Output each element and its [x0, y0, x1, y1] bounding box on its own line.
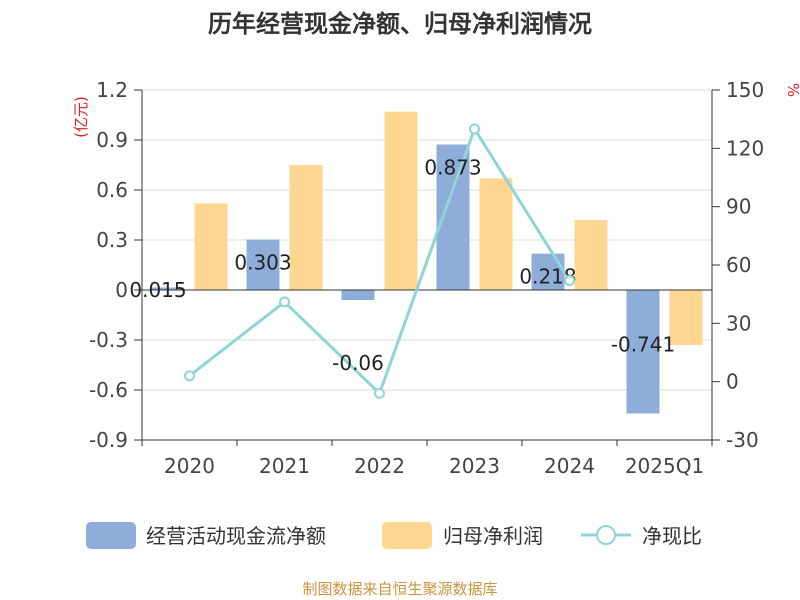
y-right-tick-label: 60 — [726, 253, 751, 277]
legend-swatch-net-profit — [382, 522, 432, 549]
y-left-tick-label: 1.2 — [96, 78, 128, 102]
x-tick-label: 2022 — [354, 454, 405, 478]
ratio-point — [279, 296, 290, 308]
x-tick-label: 2021 — [259, 454, 310, 478]
y-left-tick-label: 0.3 — [96, 228, 128, 252]
y-left-tick-label: 0 — [115, 278, 128, 302]
data-label-cash-flow: 0.873 — [424, 156, 481, 180]
bar-cash-flow — [626, 290, 660, 414]
y-left-tick-label: -0.3 — [89, 328, 128, 352]
legend-label-net-profit: 归母净利润 — [443, 524, 543, 548]
bar-cash-flow — [151, 287, 185, 290]
chart-title: 历年经营现金净额、归母净利润情况 — [208, 10, 592, 38]
bar-net-profit — [669, 290, 703, 345]
data-label-cash-flow: 0.015 — [129, 278, 186, 302]
y-right-unit: % — [784, 83, 800, 97]
y-left-tick-label: 0.9 — [96, 128, 128, 152]
x-tick-label: 2020 — [164, 454, 215, 478]
bar-net-profit — [384, 111, 418, 291]
x-tick-label: 2024 — [544, 454, 595, 478]
ratio-point — [374, 387, 385, 399]
ratio-point — [564, 275, 575, 287]
y-left-tick-label: 0.6 — [96, 178, 128, 202]
bar-cash-flow — [531, 253, 565, 290]
bar-net-profit — [194, 203, 228, 290]
x-tick-label: 2023 — [449, 454, 500, 478]
x-tick-label: 2025Q1 — [625, 454, 704, 478]
y-left-unit: (亿元) — [72, 96, 90, 138]
legend-label-ratio: 净现比 — [642, 524, 702, 548]
y-left-tick-label: -0.6 — [89, 378, 128, 402]
bar-net-profit — [289, 165, 323, 290]
legend-swatch-cash-flow — [86, 522, 136, 549]
y-right-tick-label: 90 — [726, 195, 751, 219]
y-right-tick-label: 30 — [726, 311, 751, 335]
source-note: 制图数据来自恒生聚源数据库 — [302, 580, 498, 598]
bar-cash-flow — [246, 239, 280, 290]
y-left-tick-label: -0.9 — [89, 428, 128, 452]
ratio-point — [184, 370, 195, 382]
y-right-tick-label: 0 — [726, 370, 739, 394]
data-label-cash-flow: -0.06 — [332, 351, 384, 375]
y-right-tick-label: 120 — [726, 136, 764, 160]
legend-marker-ratio — [596, 525, 616, 545]
legend-label-cash-flow: 经营活动现金流净额 — [146, 524, 326, 548]
data-label-cash-flow: 0.303 — [234, 251, 291, 275]
bar-net-profit — [574, 220, 608, 290]
ratio-point — [469, 123, 480, 135]
y-right-tick-label: 150 — [726, 78, 764, 102]
bar-net-profit — [479, 178, 513, 290]
data-label-cash-flow: -0.741 — [611, 333, 675, 357]
bar-cash-flow — [341, 290, 375, 300]
y-right-tick-label: -30 — [726, 428, 759, 452]
